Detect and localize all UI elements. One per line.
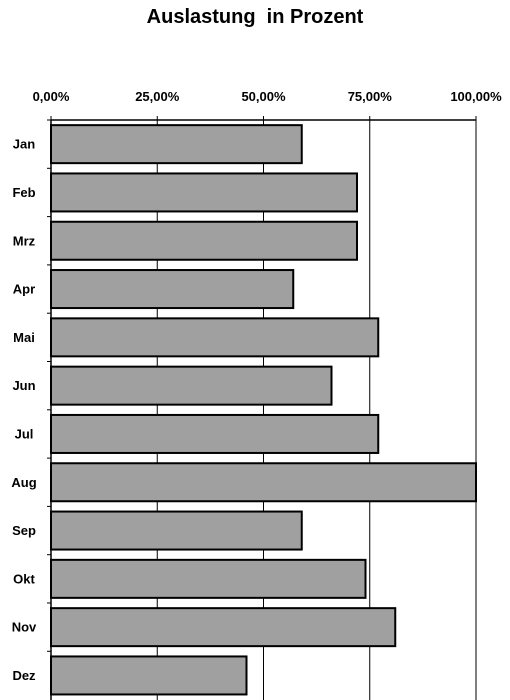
x-tick-label: 25,00% <box>135 89 180 104</box>
y-tick-label: Okt <box>13 571 35 586</box>
bar-jul <box>50 413 380 454</box>
x-tick-label: 0,00% <box>33 89 70 104</box>
x-tick-label: 100,00% <box>450 89 502 104</box>
y-tick-label: Apr <box>13 282 35 297</box>
bar-mrz <box>50 220 358 261</box>
bar-jan <box>50 124 303 165</box>
bar-okt <box>50 558 367 599</box>
bar-jun <box>50 365 333 406</box>
x-tick-label: 50,00% <box>241 89 286 104</box>
bar-aug <box>50 462 477 503</box>
bar-dez <box>50 655 248 696</box>
y-tick-label: Aug <box>11 475 36 490</box>
axes <box>47 116 477 700</box>
bar-nov <box>50 607 397 648</box>
y-tick-label: Dez <box>12 668 36 683</box>
y-tick-labels: Jan Feb Mrz Apr Mai Jun Jul Aug Sep Okt Nov Dez <box>11 137 37 683</box>
y-tick-label: Jan <box>13 137 35 152</box>
y-tick-label: Jun <box>12 378 35 393</box>
y-tick-label: Sep <box>12 523 36 538</box>
bar-mai <box>50 317 380 358</box>
y-tick-label: Nov <box>12 620 37 635</box>
y-tick-label: Feb <box>12 185 35 200</box>
y-tick-label: Jul <box>15 426 34 441</box>
grid-lines <box>156 120 477 700</box>
x-tick-labels: 0,00% 25,00% 50,00% 75,00% 100,00% <box>33 89 503 104</box>
y-tick-label: Mai <box>13 330 35 345</box>
x-tick-label: 75,00% <box>348 89 393 104</box>
bar-apr <box>50 269 295 310</box>
chart-title: Auslastung in Prozent <box>146 6 364 28</box>
bar-feb <box>50 172 358 213</box>
y-tick-label: Mrz <box>13 233 36 248</box>
bar-sep <box>50 510 303 551</box>
bars <box>50 124 477 696</box>
